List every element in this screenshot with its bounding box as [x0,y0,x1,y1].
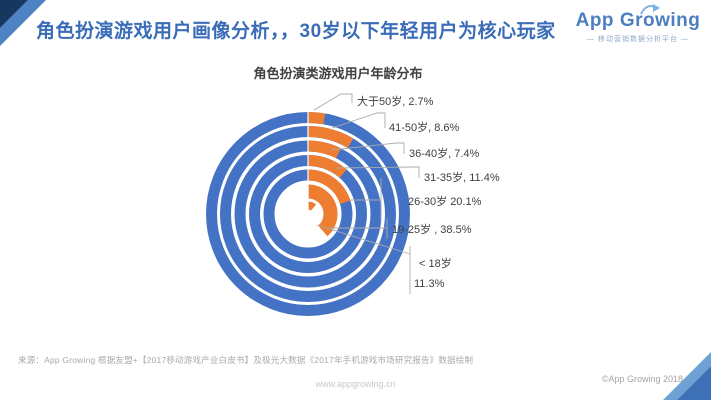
leader-lines [313,93,420,294]
data-labels: 大于50岁, 2.7% 41-50岁, 8.6% 36-40岁, 7.4% 31… [357,94,500,290]
label-under-18: < 18岁 [419,256,452,270]
website-url: www.appgrowing.cn [315,379,396,389]
corner-decoration-bottom-right [663,352,711,400]
label-41-50: 41-50岁, 8.6% [389,120,460,134]
page-title: 角色扮演游戏用户画像分析，，30岁以下年轻用户为核心玩家 [36,21,556,42]
label-36-40: 36-40岁, 7.4% [409,146,480,160]
label-under-18-value: 11.3% [414,278,445,290]
logo-text: App Growing [575,10,701,31]
label-26-30: 26-30岁 20.1% [408,194,482,208]
logo-swoosh-icon [640,4,660,15]
source-note: 来源：App Growing 根据友盟+【2017移动游戏产业白皮书】及极光大数… [18,355,474,365]
label-31-35: 31-35岁, 11.4% [424,170,500,184]
logo-wordmark: App Growing [573,4,703,32]
label-over-50: 大于50岁, 2.7% [357,94,434,108]
label-19-25: 19-25岁 , 38.5% [392,222,472,236]
app-growing-logo: App Growing — 移动营销数据分析平台 — [573,4,703,44]
chart-title: 角色扮演类游戏用户年龄分布 [253,66,422,81]
copyright-text: ©App Growing 2018 [601,374,683,384]
logo-tagline: — 移动营销数据分析平台 — [587,36,689,43]
corner-decoration-top-left [0,0,46,46]
